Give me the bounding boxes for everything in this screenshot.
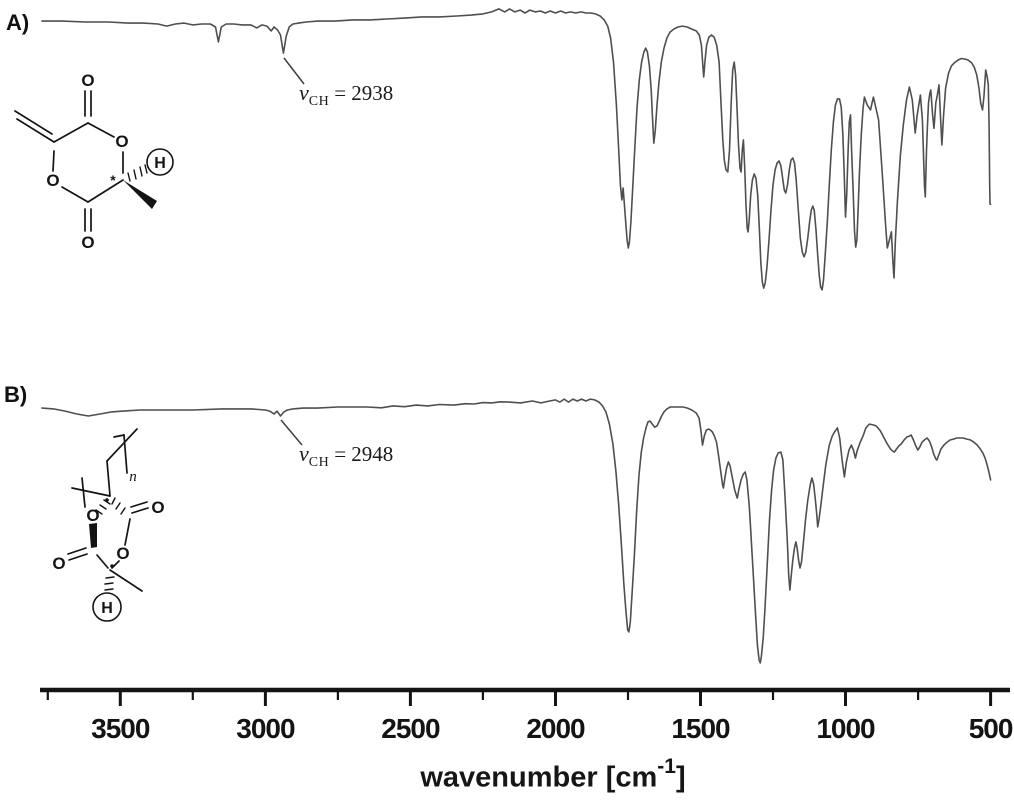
oxygen-atom-label: O (116, 544, 129, 563)
bold-wedge-methyl-bond (123, 180, 157, 209)
nu-symbol: ν (299, 80, 309, 105)
spectrum-trace-b (41, 398, 992, 664)
x-axis-tick-label: 3500 (91, 713, 150, 744)
panel-label-b: B) (4, 382, 28, 407)
spectrum-trace-a (41, 8, 992, 291)
annotation-nu-ch-a: νCH = 2938 (299, 80, 393, 110)
oxygen-atom-label: O (115, 132, 128, 151)
x-axis-title-superscript: -1 (657, 755, 676, 778)
stereocenter-dot (110, 564, 114, 568)
circled-h-marker (146, 148, 174, 176)
stereocenter-dot (105, 498, 109, 502)
repeat-unit-n-label: n (129, 469, 137, 485)
nu-subscript: CH (308, 455, 330, 471)
x-axis-tick-label: 1500 (671, 713, 730, 744)
oxygen-atom-label: O (52, 554, 65, 573)
panel-label-a: A) (6, 10, 30, 35)
oxygen-atom-label: O (81, 233, 94, 252)
polymer-structure-drawing: n O O O O H (52, 428, 165, 622)
x-axis-title-bracket: ] (675, 761, 686, 794)
x-axis-tick-label: 2000 (526, 713, 585, 744)
stereocenter-asterisk: * (110, 172, 116, 188)
nu-symbol: ν (299, 441, 309, 466)
x-axis-tick-label: 1000 (816, 713, 875, 744)
annotation-leader-line-b (280, 419, 303, 446)
x-axis-tick-label: 2500 (381, 713, 440, 744)
circled-h-marker (92, 592, 122, 622)
hashed-wedge-bond (95, 499, 111, 515)
hashed-wedge-bond (104, 576, 115, 591)
bold-wedge-bond (89, 523, 97, 548)
x-axis-tick-label: 500 (969, 713, 1013, 744)
oxygen-atom-label: O (81, 71, 94, 90)
x-axis-title: wavenumber [cm-1] (0, 755, 1014, 795)
nu-subscript: CH (308, 94, 330, 110)
annotation-value: = 2948 (334, 442, 394, 466)
annotation-value: = 2938 (334, 81, 394, 105)
hashed-wedge-bond (127, 164, 148, 182)
x-axis-tick-label: 3000 (236, 713, 295, 744)
oxygen-atom-label: O (46, 171, 59, 190)
annotation-nu-ch-b: νCH = 2948 (299, 441, 393, 471)
hydrogen-atom-label: H (154, 155, 166, 172)
x-axis-title-text: wavenumber [cm (420, 761, 658, 794)
monomer-structure-drawing: O O O O H * (14, 71, 174, 252)
hydrogen-atom-label: H (101, 600, 113, 617)
annotation-leader-line-a (283, 57, 305, 85)
oxygen-atom-label: O (151, 498, 164, 517)
oxygen-atom-label: O (86, 506, 99, 525)
hashed-wedge-bond (111, 497, 126, 515)
